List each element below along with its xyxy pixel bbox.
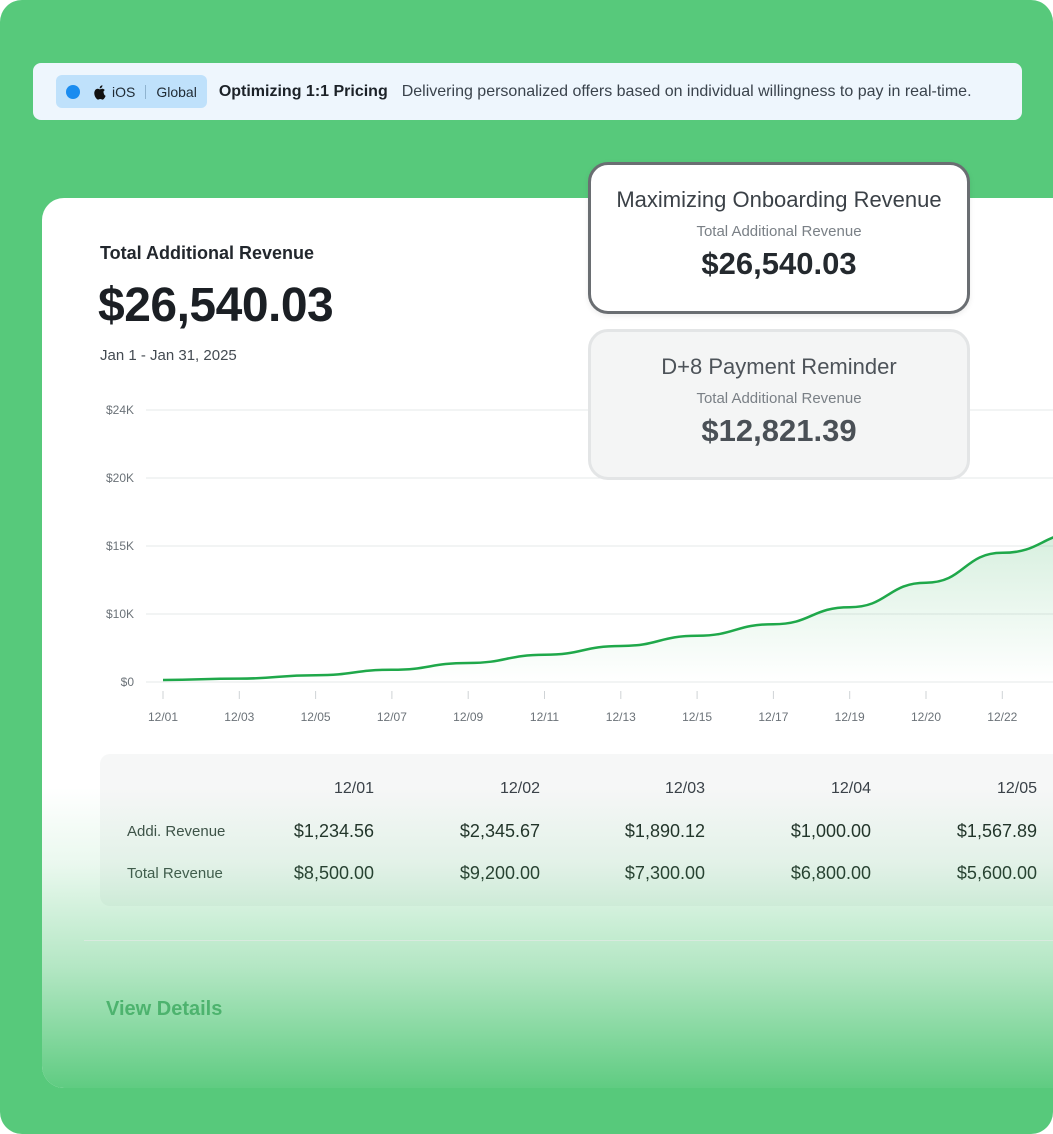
date-range: Jan 1 - Jan 31, 2025 — [100, 347, 237, 364]
x-tick-label: 12/11 — [530, 710, 559, 724]
table-cell: $9,200.00 — [459, 863, 540, 883]
platform-chip[interactable]: iOS Global — [56, 75, 207, 108]
x-tick-label: 12/13 — [606, 710, 636, 724]
table-column-header: 12/03 — [664, 780, 705, 797]
x-tick-label: 12/09 — [453, 710, 483, 724]
series-line — [162, 536, 1053, 682]
popover-payment-reminder[interactable]: D+8 Payment Reminder Total Additional Re… — [588, 329, 970, 480]
popover-value: $26,540.03 — [701, 246, 857, 281]
status-dot-icon — [66, 84, 80, 99]
apple-icon — [94, 84, 106, 100]
table-cell: $1,567.89 — [956, 821, 1037, 841]
banner-description: Delivering personalized offers based on … — [401, 82, 972, 100]
y-tick-label: $20K — [106, 471, 134, 485]
table-row-label: Total Revenue — [127, 865, 223, 882]
x-tick-label: 12/15 — [682, 710, 712, 724]
table-cell: $1,000.00 — [790, 821, 871, 841]
popover-title: Maximizing Onboarding Revenue — [616, 187, 942, 212]
table-column-header: 12/04 — [830, 780, 871, 797]
banner-title: Optimizing 1:1 Pricing — [218, 82, 388, 100]
popover-title: D+8 Payment Reminder — [661, 354, 897, 379]
table-column-header: 12/01 — [333, 780, 374, 797]
popover-onboarding-revenue[interactable]: Maximizing Onboarding Revenue Total Addi… — [588, 162, 970, 314]
popover-label: Total Additional Revenue — [696, 223, 862, 240]
x-tick-label: 12/05 — [301, 710, 331, 724]
popover-value: $12,821.39 — [701, 413, 857, 448]
table-cell: $6,800.00 — [790, 863, 871, 883]
summary-value: $26,540.03 — [98, 279, 334, 332]
x-tick-label: 12/17 — [758, 710, 788, 724]
table-cell: $1,890.12 — [624, 821, 705, 841]
x-tick-label: 12/01 — [148, 710, 178, 724]
table-column-header: 12/02 — [499, 780, 540, 797]
y-tick-label: $10K — [106, 607, 134, 621]
table-cell: $2,345.67 — [459, 821, 540, 841]
x-tick-label: 12/19 — [835, 710, 865, 724]
campaign-banner: iOS Global Optimizing 1:1 Pricing Delive… — [33, 63, 1022, 120]
x-tick-label: 12/20 — [911, 710, 941, 724]
table-cell: $5,600.00 — [956, 863, 1037, 883]
y-tick-label: $24K — [106, 403, 134, 417]
chip-divider — [145, 84, 147, 99]
platform-label: iOS — [112, 83, 136, 100]
summary-label: Total Additional Revenue — [100, 243, 315, 263]
y-tick-label: $0 — [121, 675, 135, 689]
x-tick-label: 12/03 — [224, 710, 254, 724]
revenue-table: 12/01 12/02 12/03 12/04 12/05 Addi. Revenue $… — [100, 754, 1053, 906]
view-details-link[interactable]: View Details — [106, 998, 223, 1020]
series-area — [163, 537, 1053, 682]
table-cell: $8,500.00 — [293, 863, 374, 883]
x-tick-label: 12/22 — [987, 710, 1017, 724]
table-column-header: 12/05 — [996, 780, 1037, 797]
divider — [84, 940, 1053, 941]
region-label: Global — [156, 83, 197, 100]
popover-label: Total Additional Revenue — [696, 390, 862, 407]
y-tick-label: $15K — [106, 539, 134, 553]
table-row-label: Addi. Revenue — [127, 823, 226, 840]
x-tick-label: 12/07 — [377, 710, 407, 724]
table-cell: $1,234.56 — [293, 821, 374, 841]
table-cell: $7,300.00 — [624, 863, 705, 883]
